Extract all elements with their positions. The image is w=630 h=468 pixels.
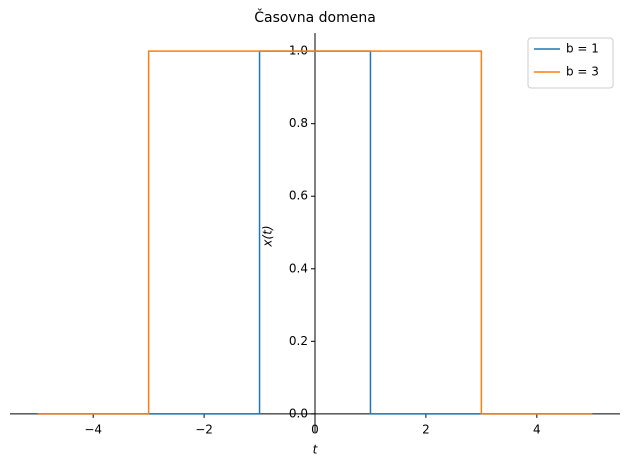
y-tick-label: 0.6 xyxy=(289,189,308,203)
y-tick-label: 0.0 xyxy=(289,406,308,420)
x-tick-label: 4 xyxy=(533,422,541,436)
x-axis-label: t xyxy=(313,443,319,457)
y-tick-label: 0.8 xyxy=(289,116,308,130)
y-axis-label: x(t) xyxy=(261,225,275,247)
chart-title: Časovna domena xyxy=(254,8,376,26)
y-tick-label: 0.4 xyxy=(289,261,308,275)
x-tick-label: 0 xyxy=(311,422,319,436)
x-tick-label: −4 xyxy=(84,422,102,436)
x-tick-label: 2 xyxy=(422,422,430,436)
legend-label: b = 1 xyxy=(566,42,599,56)
y-tick-label: 0.2 xyxy=(289,334,308,348)
legend-box xyxy=(527,37,614,89)
data-line xyxy=(37,50,593,415)
legend: b = 1 b = 3 xyxy=(527,37,614,89)
legend-label: b = 3 xyxy=(566,65,599,79)
x-tick-label: −2 xyxy=(195,422,213,436)
